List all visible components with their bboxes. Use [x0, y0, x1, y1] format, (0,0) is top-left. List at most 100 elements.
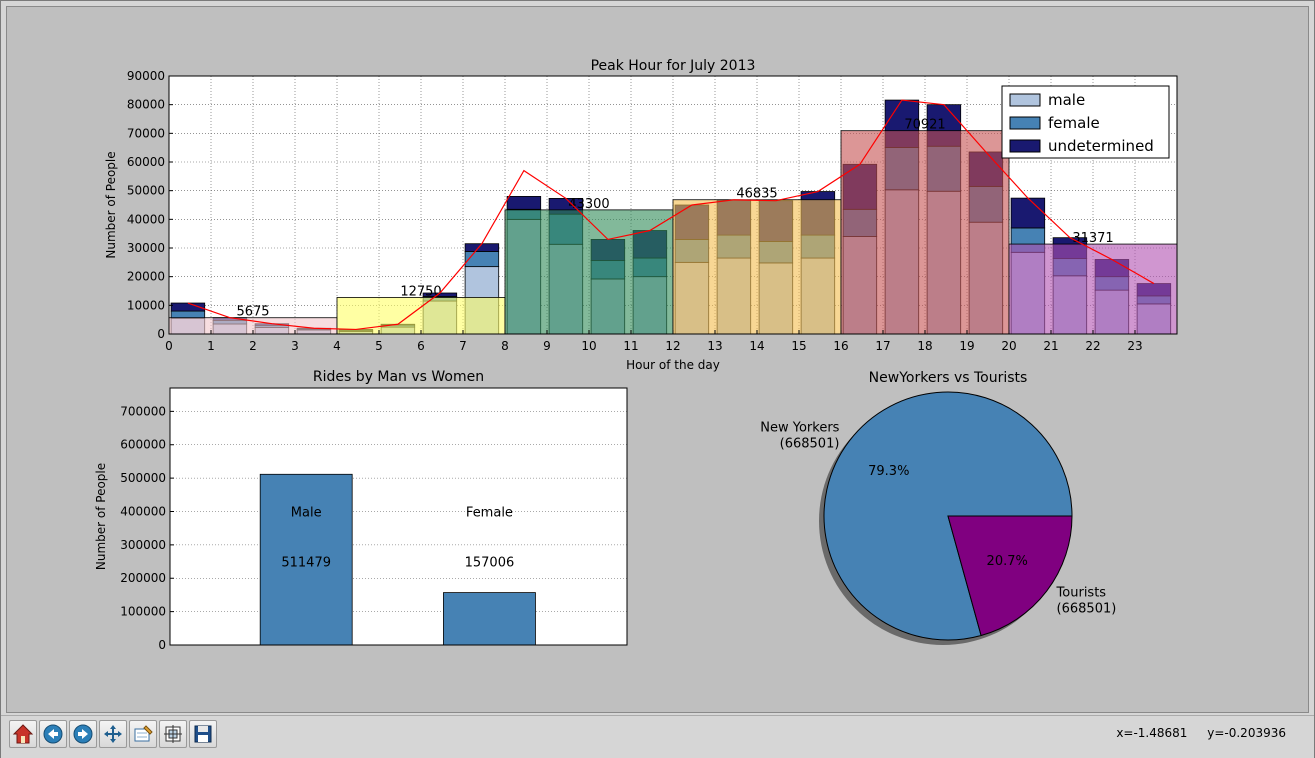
mvw-ytick-label: 0: [158, 638, 166, 652]
period-value-label: 46835: [736, 187, 777, 202]
mvw-ytick-label: 100000: [120, 605, 166, 619]
peak-xtick-label: 14: [749, 339, 764, 353]
period-value-label: 31371: [1072, 231, 1113, 246]
mvw-chart-title: Rides by Man vs Women: [313, 369, 484, 385]
peak-xtick-label: 19: [959, 339, 974, 353]
peak-xtick-label: 2: [249, 339, 257, 353]
period-value-label: 43300: [568, 197, 609, 212]
peak-xtick-label: 12: [665, 339, 680, 353]
peak-ytick-label: 20000: [127, 270, 165, 284]
peak-ytick-label: 40000: [127, 212, 165, 226]
x-coordinate: x=-1.48681: [1116, 726, 1188, 740]
peak-xtick-label: 6: [417, 339, 425, 353]
mvw-plot-area: [170, 388, 627, 645]
peak-ytick-label: 80000: [127, 98, 165, 112]
bar-undetermined-hour-7[interactable]: [464, 243, 500, 252]
pie-slice-label: Tourists: [1056, 586, 1107, 601]
legend-label-male: male: [1048, 91, 1085, 109]
pie-slice-tourists[interactable]: [947, 515, 1073, 637]
mvw-ytick-label: 700000: [120, 404, 166, 418]
zoom-button[interactable]: [129, 720, 157, 748]
peak-xtick-label: 3: [291, 339, 299, 353]
mvw-axes-frame: [169, 387, 628, 646]
subplots-button[interactable]: [159, 720, 187, 748]
figure-svg: 5675127504330046835709213137101000020000…: [94, 58, 1178, 652]
trend-line: [187, 99, 1155, 331]
legend-label-female: female: [1048, 114, 1100, 132]
move-icon: [104, 725, 122, 743]
save-icon: [194, 725, 212, 743]
period-shade-8-12: [504, 209, 674, 335]
peak-ytick-label: 0: [157, 327, 165, 341]
peak-y-axis-label: Number of People: [104, 151, 118, 258]
legend-label-undetermined: undetermined: [1048, 137, 1154, 155]
period-value-label: 70921: [904, 118, 945, 133]
peak-xtick-label: 8: [501, 339, 509, 353]
zoom-rect-icon: [134, 725, 153, 742]
peak-xtick-label: 9: [543, 339, 551, 353]
navigation-toolbar: x=-1.48681 y=-0.203936: [1, 715, 1314, 758]
bar-undetermined-hour-20[interactable]: [1010, 197, 1046, 229]
peak-xtick-label: 11: [623, 339, 638, 353]
period-value-label: 5675: [236, 305, 269, 320]
bar-male[interactable]: [259, 473, 353, 646]
peak-xtick-label: 22: [1085, 339, 1100, 353]
peak-xtick-label: 0: [165, 339, 173, 353]
peak-ytick-label: 10000: [127, 298, 165, 312]
peak-x-axis-label: Hour of the day: [626, 358, 720, 372]
forward-button[interactable]: [69, 720, 97, 748]
peak-ytick-label: 50000: [127, 184, 165, 198]
peak-xtick-label: 4: [333, 339, 341, 353]
peak-ytick-label: 30000: [127, 241, 165, 255]
pie-chart-title: NewYorkers vs Tourists: [869, 370, 1028, 386]
peak-xtick-label: 5: [375, 339, 383, 353]
subplots-icon: [164, 725, 182, 743]
period-value-label: 12750: [400, 284, 441, 299]
pie-pct-label: 79.3%: [868, 464, 909, 479]
mvw-ytick-label: 300000: [120, 538, 166, 552]
peak-xtick-label: 18: [917, 339, 932, 353]
bar-undetermined-hour-8[interactable]: [506, 195, 542, 210]
forward-arrow-icon: [73, 724, 93, 744]
period-shade-16-20: [840, 130, 1010, 335]
peak-xtick-label: 21: [1043, 339, 1058, 353]
legend-swatch-female: [1009, 116, 1041, 130]
peak-ytick-label: 70000: [127, 126, 165, 140]
figure-canvas[interactable]: 5675 12750 43300 46835 70921 31371 0 10000 20000…: [6, 6, 1309, 713]
peak-chart-title: Peak Hour for July 2013: [591, 58, 756, 74]
bar-female[interactable]: [443, 592, 536, 646]
y-coordinate: y=-0.203936: [1207, 726, 1286, 740]
period-shade-12-16: [672, 199, 842, 335]
bar-female-hour-7[interactable]: [464, 251, 500, 268]
pie-slice-value: (668501): [1057, 602, 1117, 617]
mvw-value-label: 511479: [281, 556, 331, 571]
peak-xtick-label: 16: [833, 339, 848, 353]
peak-xtick-label: 20: [1001, 339, 1016, 353]
peak-xtick-label: 23: [1127, 339, 1142, 353]
mvw-category-label: Male: [291, 506, 322, 521]
peak-xtick-label: 1: [207, 339, 215, 353]
peak-xtick-label: 7: [459, 339, 467, 353]
peak-xtick-label: 13: [707, 339, 722, 353]
back-arrow-icon: [43, 724, 63, 744]
mvw-ytick-label: 500000: [120, 471, 166, 485]
peak-xtick-label: 15: [791, 339, 806, 353]
mvw-y-axis-label: Number of People: [94, 463, 108, 570]
pie-slice-value: (668501): [780, 436, 840, 451]
mvw-ytick-label: 400000: [120, 504, 166, 518]
peak-xtick-label: 10: [581, 339, 596, 353]
mvw-category-label: Female: [466, 506, 513, 521]
period-shade-20-24: [1008, 243, 1178, 335]
mvw-ytick-label: 200000: [120, 571, 166, 585]
save-button[interactable]: [189, 720, 217, 748]
pan-button[interactable]: [99, 720, 127, 748]
home-button[interactable]: [9, 720, 37, 748]
pie-pct-label: 20.7%: [987, 554, 1028, 569]
bar-female-hour-0[interactable]: [170, 310, 206, 319]
pie-slice-label: New Yorkers: [760, 420, 839, 435]
cursor-coordinates: x=-1.48681 y=-0.203936: [1100, 726, 1286, 740]
back-button[interactable]: [39, 720, 67, 748]
mvw-ytick-label: 600000: [120, 438, 166, 452]
mvw-value-label: 157006: [465, 556, 515, 571]
